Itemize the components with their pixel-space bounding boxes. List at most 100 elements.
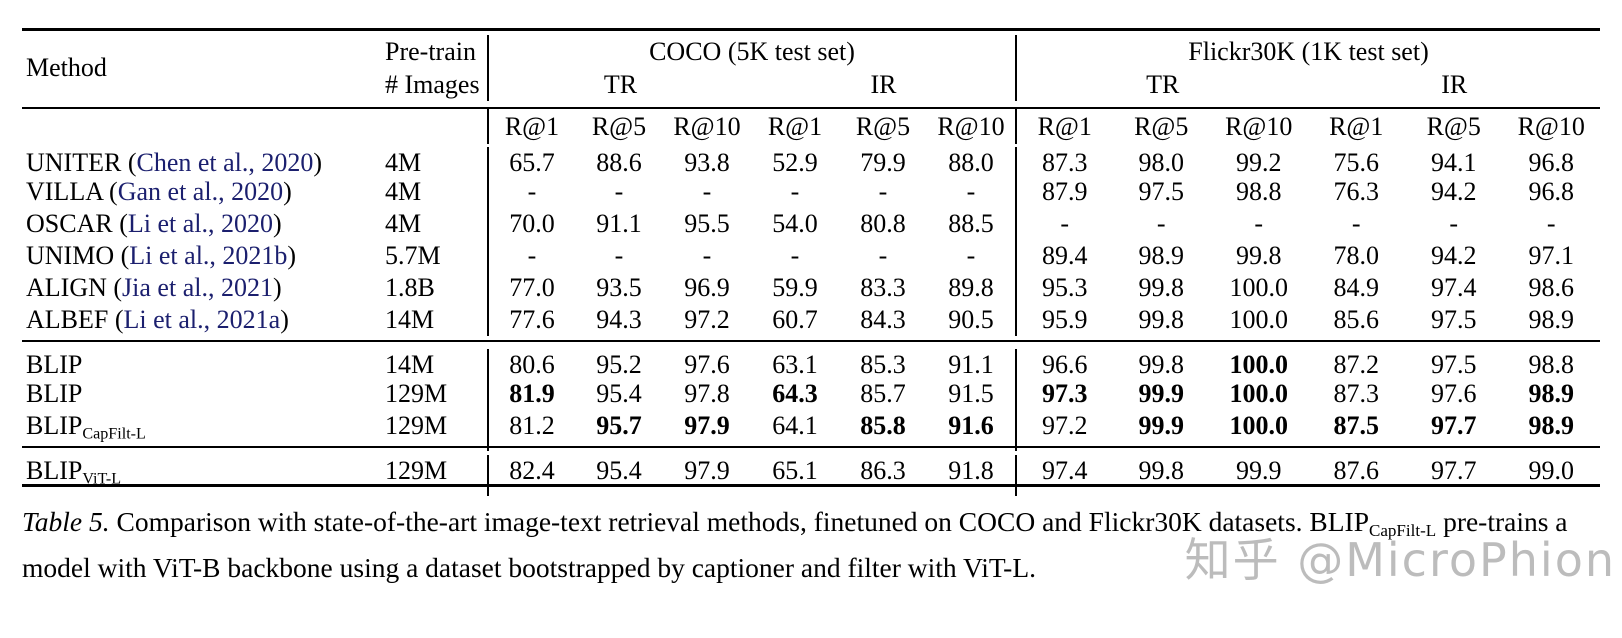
method-cell: BLIP xyxy=(26,379,83,408)
value-cell: 59.9 xyxy=(772,273,818,302)
value-cell: 97.2 xyxy=(684,305,730,334)
value-cell: 85.6 xyxy=(1333,305,1380,334)
table-row: VILLA (Gan et al., 2020) 4M - - - - - - 87.9 97.5… xyxy=(22,176,1600,208)
value-cell: 98.8 xyxy=(1528,350,1575,379)
value-cell: 97.8 xyxy=(684,379,730,408)
value-cell: 88.5 xyxy=(948,209,994,238)
value-cell: 89.4 xyxy=(1015,240,1113,272)
value-cell: 87.9 xyxy=(1015,176,1113,208)
value-cell: 98.0 xyxy=(1138,148,1185,177)
value-cell: 99.8 xyxy=(1138,273,1185,302)
value-cell: 81.9 xyxy=(487,378,575,410)
value-cell: - xyxy=(614,177,624,206)
value-cell: 90.5 xyxy=(948,305,994,334)
metric-header: R@5 xyxy=(591,112,647,141)
value-cell: 100.0 xyxy=(1229,379,1289,408)
value-cell: 98.8 xyxy=(1236,177,1282,206)
method-header: Method xyxy=(26,53,107,82)
value-cell: 85.3 xyxy=(860,350,906,379)
value-cell: 54.0 xyxy=(772,209,818,238)
caption-label: Table 5. xyxy=(22,506,110,537)
value-cell: 87.5 xyxy=(1333,411,1380,440)
value-cell: 99.9 xyxy=(1138,411,1185,440)
value-cell: 81.2 xyxy=(487,410,575,451)
value-cell: - xyxy=(878,241,888,270)
value-cell: 99.8 xyxy=(1138,350,1185,379)
flickr-title: Flickr30K (1K test set) xyxy=(1188,37,1429,66)
coco-tr-header: TR xyxy=(603,70,638,99)
citation-link[interactable]: Chen et al., 2020 xyxy=(136,148,314,177)
value-cell: 95.7 xyxy=(596,411,642,440)
value-cell: 97.6 xyxy=(1431,379,1477,408)
value-cell: 76.3 xyxy=(1333,177,1380,206)
value-cell: 87.2 xyxy=(1333,350,1380,379)
table-row: UNITER (Chen et al., 2020) 4M 65.7 88.6 93.8… xyxy=(22,144,1600,179)
pretrain-cell: 4M xyxy=(385,148,422,177)
value-cell: 99.8 xyxy=(1138,456,1185,485)
caption-subscript: CapFilt-L xyxy=(1369,520,1437,540)
method-cell: OSCAR (Li et al., 2020) xyxy=(26,209,282,238)
coco-trir-row: TR IR xyxy=(489,68,1015,101)
citation-link[interactable]: Li et al., 2020 xyxy=(127,209,274,238)
value-cell: 95.9 xyxy=(1015,304,1113,336)
caption-text-1: Comparison with state-of-the-art image-t… xyxy=(109,506,1370,537)
value-cell: 95.4 xyxy=(596,379,642,408)
value-cell: 99.2 xyxy=(1236,148,1282,177)
value-cell: 65.7 xyxy=(487,147,575,179)
value-cell: 99.8 xyxy=(1236,241,1282,270)
table-top-rule xyxy=(22,28,1600,31)
value-cell: 95.4 xyxy=(596,456,642,485)
pretrain-cell: 1.8B xyxy=(385,273,435,302)
citation-link[interactable]: Li et al., 2021a xyxy=(123,305,281,334)
value-cell: - xyxy=(1156,209,1166,238)
value-cell: 94.3 xyxy=(596,305,642,334)
value-cell: 94.2 xyxy=(1431,177,1477,206)
value-cell: 87.3 xyxy=(1333,379,1380,408)
value-cell: 99.9 xyxy=(1138,379,1185,408)
value-cell: 77.0 xyxy=(487,272,575,304)
value-cell: 97.9 xyxy=(684,411,730,440)
pretrain-header-line2: # Images xyxy=(385,70,480,99)
value-cell: 85.8 xyxy=(860,411,906,440)
value-cell: 98.9 xyxy=(1528,411,1575,440)
coco-title: COCO (5K test set) xyxy=(649,37,855,66)
value-cell: 87.3 xyxy=(1015,147,1113,179)
value-cell: 96.6 xyxy=(1015,349,1113,381)
metric-header: R@5 xyxy=(855,112,911,141)
value-cell: 97.5 xyxy=(1431,350,1477,379)
metric-header: R@5 xyxy=(1426,112,1481,141)
flickr-tr-header: TR xyxy=(1146,70,1180,99)
value-cell: 99.9 xyxy=(1236,456,1282,485)
value-cell: 85.7 xyxy=(860,379,906,408)
table-row: BLIP 14M 80.6 95.2 97.6 63.1 85.3 91.1 96.6 99.8 1… xyxy=(22,346,1600,381)
value-cell: - xyxy=(1254,209,1264,238)
value-cell: 100.0 xyxy=(1229,350,1289,379)
value-cell: 97.3 xyxy=(1015,378,1113,410)
value-cell: 64.1 xyxy=(772,411,818,440)
citation-link[interactable]: Gan et al., 2020 xyxy=(117,177,284,206)
coco-ir-header: IR xyxy=(870,70,897,99)
value-cell: 65.1 xyxy=(772,456,818,485)
value-cell: 97.1 xyxy=(1528,241,1575,270)
value-cell: 77.6 xyxy=(487,304,575,336)
value-cell: 96.8 xyxy=(1528,177,1575,206)
value-cell: 83.3 xyxy=(860,273,906,302)
value-cell: - xyxy=(878,177,888,206)
value-cell: 97.5 xyxy=(1431,305,1477,334)
value-cell: 98.9 xyxy=(1528,305,1575,334)
citation-link[interactable]: Jia et al., 2021 xyxy=(122,273,273,302)
empty-cell xyxy=(385,109,487,144)
table-row: OSCAR (Li et al., 2020) 4M 70.0 91.1 95.5 54.… xyxy=(22,208,1600,240)
metric-header: R@10 xyxy=(1225,112,1293,141)
pretrain-header: Pre-train # Images xyxy=(385,35,487,101)
table-row: ALIGN (Jia et al., 2021) 1.8B 77.0 93.5 96.9… xyxy=(22,272,1600,304)
value-cell: - xyxy=(1546,209,1556,238)
paper-page: Method Pre-train # Images COCO (5K test … xyxy=(0,28,1622,638)
pretrain-cell: 14M xyxy=(385,305,435,334)
value-cell: 60.7 xyxy=(772,305,818,334)
value-cell: 94.1 xyxy=(1431,148,1477,177)
citation-link[interactable]: Li et al., 2021b xyxy=(129,241,288,270)
table-row: ALBEF (Li et al., 2021a) 14M 77.6 94.3 97.2 6… xyxy=(22,304,1600,336)
value-cell: 93.8 xyxy=(684,148,730,177)
value-cell: 97.4 xyxy=(1015,455,1113,496)
